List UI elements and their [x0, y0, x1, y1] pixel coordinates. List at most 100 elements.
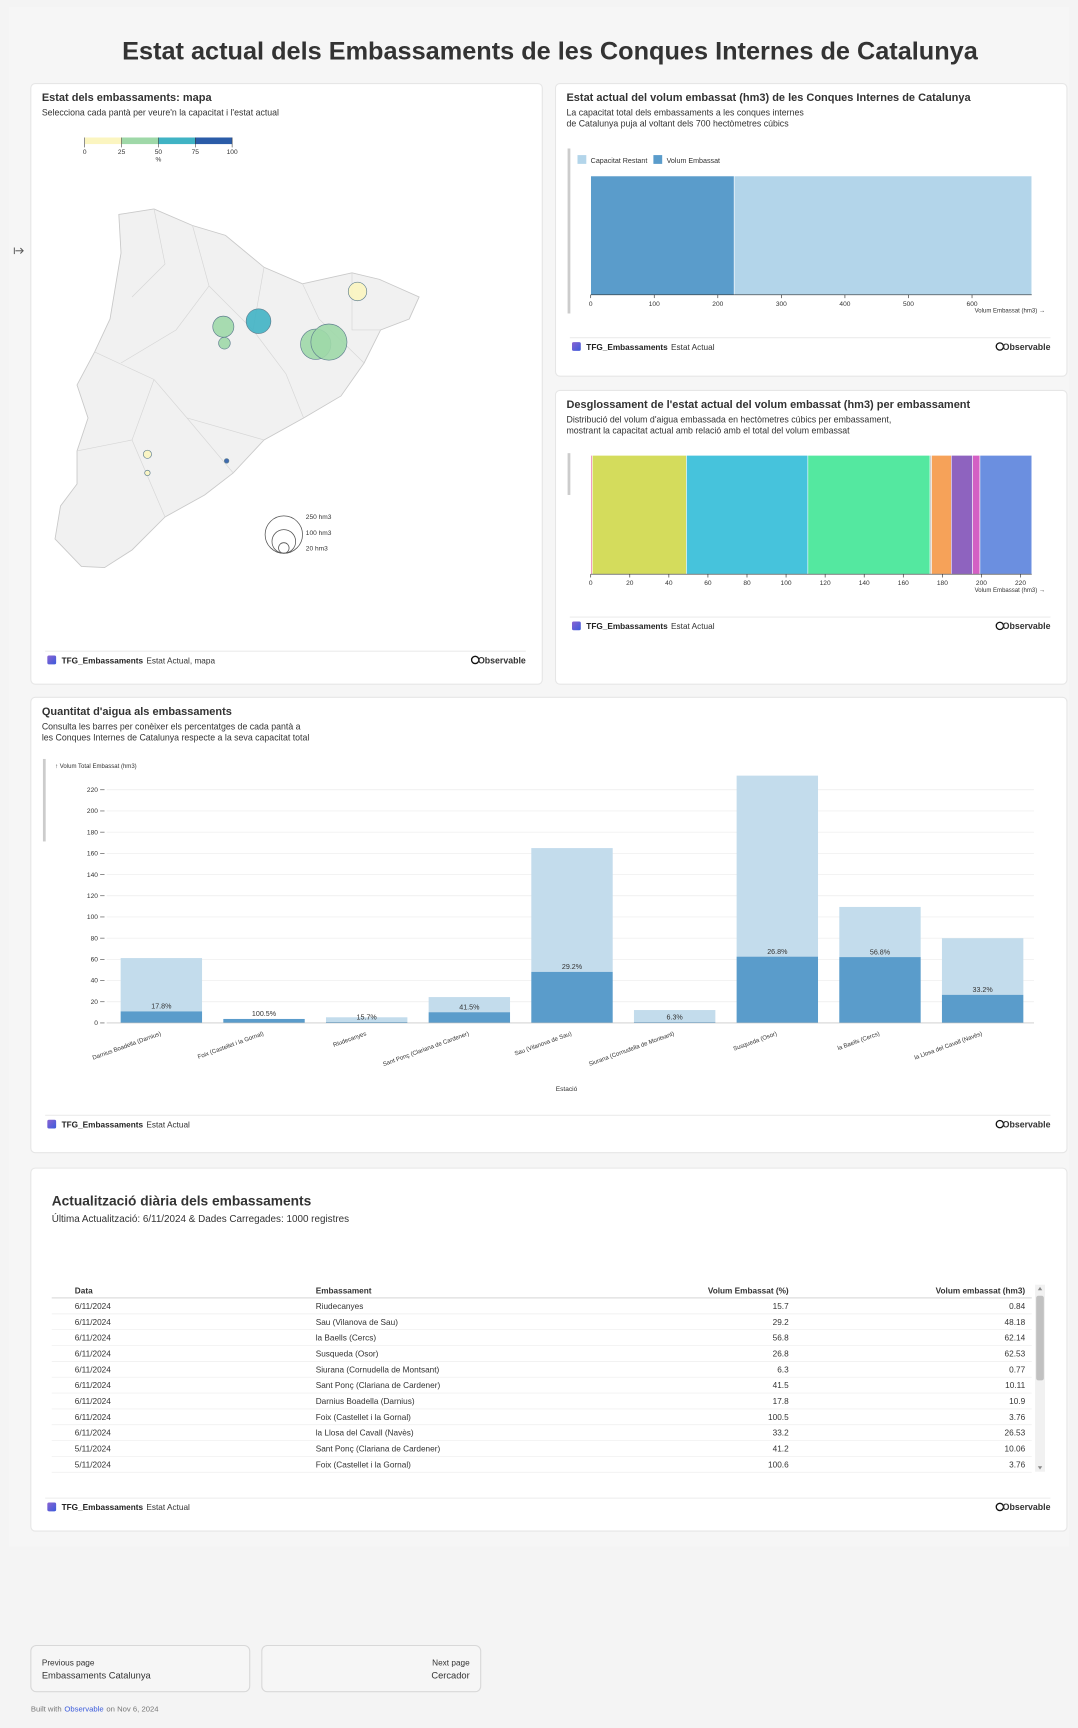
notebook-label: Estat Actual: [671, 343, 715, 352]
y-tick-label: 60: [91, 957, 99, 964]
x-tick-label: 200: [712, 301, 723, 308]
scroll-arrow-down: [1037, 1466, 1043, 1470]
bar-segment[interactable]: [686, 455, 809, 575]
column-header[interactable]: Volum Embassat (%): [708, 1287, 789, 1296]
notebook-name: TFG_Embassaments: [62, 1120, 144, 1129]
notebook-logo: [571, 342, 581, 351]
bar-volume[interactable]: [223, 1018, 305, 1023]
x-tick-label: 40: [665, 580, 673, 587]
panel-subtitle: La capacitat total dels embassaments a l…: [566, 107, 804, 117]
table-cell: Siurana (Cornudella de Montsant): [316, 1365, 440, 1374]
bar-capacity-remaining[interactable]: [325, 1017, 408, 1023]
bar-capacity-remaining[interactable]: [941, 938, 1024, 995]
bar-volume[interactable]: [531, 971, 613, 1023]
x-tick-label: 180: [937, 580, 948, 587]
bar-capacity-remaining[interactable]: [633, 1010, 716, 1023]
sidebar-toggle[interactable]: [13, 247, 24, 255]
bar-capacity-remaining[interactable]: [428, 997, 511, 1013]
table-cell: 100.6: [768, 1460, 789, 1469]
percent-label: 6.3%: [667, 1013, 684, 1021]
notebook-label: Estat Actual, mapa: [146, 656, 215, 665]
bar-segment[interactable]: [931, 455, 952, 575]
notebook-name: TFG_Embassaments: [62, 1503, 144, 1512]
bar-volume[interactable]: [839, 957, 921, 1023]
table-title: Actualització diària dels embassaments: [52, 1194, 312, 1209]
bar-volume[interactable]: [736, 956, 819, 1023]
bar-volume[interactable]: [428, 1012, 511, 1023]
previous-page-button[interactable]: [30, 1644, 251, 1693]
reservoir-marker[interactable]: [245, 308, 272, 334]
x-tick-label: 220: [1015, 580, 1026, 587]
bar-segment: [590, 175, 735, 296]
reservoir-marker[interactable]: [218, 337, 231, 350]
reservoir-marker[interactable]: [212, 315, 235, 338]
x-tick-label: 0: [589, 301, 593, 308]
bar-capacity-remaining[interactable]: [120, 958, 203, 1012]
observable-brand: Observable: [1003, 1502, 1051, 1512]
y-tick-label: 140: [87, 872, 98, 879]
y-tick-label: 100: [87, 914, 98, 921]
built-link[interactable]: Observable: [64, 1705, 103, 1714]
panel-title: Quantitat d'aigua als embassaments: [42, 706, 232, 718]
x-tick-label: 100: [781, 580, 792, 587]
table-cell: 41.2: [773, 1444, 789, 1453]
bar-volume[interactable]: [941, 994, 1024, 1023]
column-header[interactable]: Embassament: [316, 1287, 372, 1296]
next-page-caption[interactable]: Next page: [432, 1658, 470, 1667]
table-cell: Sant Ponç (Clariana de Cardener): [316, 1381, 441, 1390]
column-header[interactable]: Volum embassat (hm3): [936, 1287, 1026, 1296]
column-header[interactable]: Data: [75, 1287, 93, 1296]
table-cell: 33.2: [773, 1429, 789, 1438]
previous-page-caption[interactable]: Previous page: [42, 1658, 95, 1667]
bar-volume[interactable]: [633, 1022, 716, 1023]
x-axis-label: Estació: [556, 1086, 578, 1093]
observable-logo: [470, 655, 480, 665]
observable-logo: [995, 342, 1005, 351]
bar-capacity-remaining[interactable]: [531, 848, 613, 972]
notebook-label: Estat Actual: [146, 1120, 190, 1129]
bar-segment[interactable]: [979, 455, 1033, 575]
bar-volume[interactable]: [120, 1011, 203, 1023]
table-cell: Sau (Vilanova de Sau): [316, 1318, 399, 1327]
reservoir-marker[interactable]: [310, 323, 348, 361]
table-cell: Foix (Castellet i la Gornal): [316, 1460, 411, 1469]
next-page-button[interactable]: [261, 1644, 482, 1693]
scrollbar-thumb[interactable]: [1036, 1295, 1044, 1381]
x-tick-label: 200: [976, 580, 987, 587]
table-cell: 10.06: [1005, 1444, 1026, 1453]
panel-subtitle: mostrant la capacitat actual amb relació…: [566, 425, 850, 435]
bar-capacity-remaining[interactable]: [839, 906, 921, 958]
previous-page-link[interactable]: Embassaments Catalunya: [42, 1671, 152, 1681]
reservoir-marker[interactable]: [142, 449, 152, 459]
color-legend-tick-label: 50: [155, 149, 163, 156]
bar-segment: [733, 175, 1033, 296]
bar-volume[interactable]: [325, 1022, 408, 1023]
panel-subtitle: les Conques Internes de Catalunya respec…: [42, 732, 310, 742]
bar-segment[interactable]: [592, 455, 687, 575]
table-cell: 48.18: [1005, 1318, 1026, 1327]
bar-segment[interactable]: [972, 455, 981, 575]
table-cell: 6/11/2024: [75, 1334, 111, 1343]
color-ramp-swatch: [158, 137, 196, 145]
panel-title: Estat dels embassaments: mapa: [42, 92, 213, 104]
panel-subtitle: de Catalunya puja al voltant dels 700 he…: [566, 118, 789, 128]
y-tick-label: 180: [87, 829, 98, 836]
bar-segment[interactable]: [807, 455, 931, 575]
table-cell: 41.5: [773, 1381, 789, 1390]
reservoir-marker[interactable]: [347, 281, 368, 302]
observable-logo: [995, 621, 1005, 631]
built-with: Built with Observable on Nov 6, 2024: [31, 1705, 159, 1714]
panel-subtitle: Consulta les barres per conèixer els per…: [42, 721, 301, 731]
reservoir-marker[interactable]: [144, 469, 151, 477]
bar-segment[interactable]: [951, 455, 973, 575]
bar-capacity-remaining[interactable]: [736, 775, 819, 957]
x-tick-label: 400: [839, 301, 850, 308]
table-cell: 100.5: [768, 1413, 789, 1422]
y-tick-label: 120: [87, 893, 98, 900]
next-page-link[interactable]: Cercador: [431, 1671, 469, 1681]
notebook-name: TFG_Embassaments: [586, 343, 668, 352]
table-cell: la Llosa del Cavall (Navès): [316, 1429, 414, 1438]
table-cell: Riudecanyes: [316, 1302, 364, 1311]
reservoir-marker[interactable]: [223, 458, 230, 464]
